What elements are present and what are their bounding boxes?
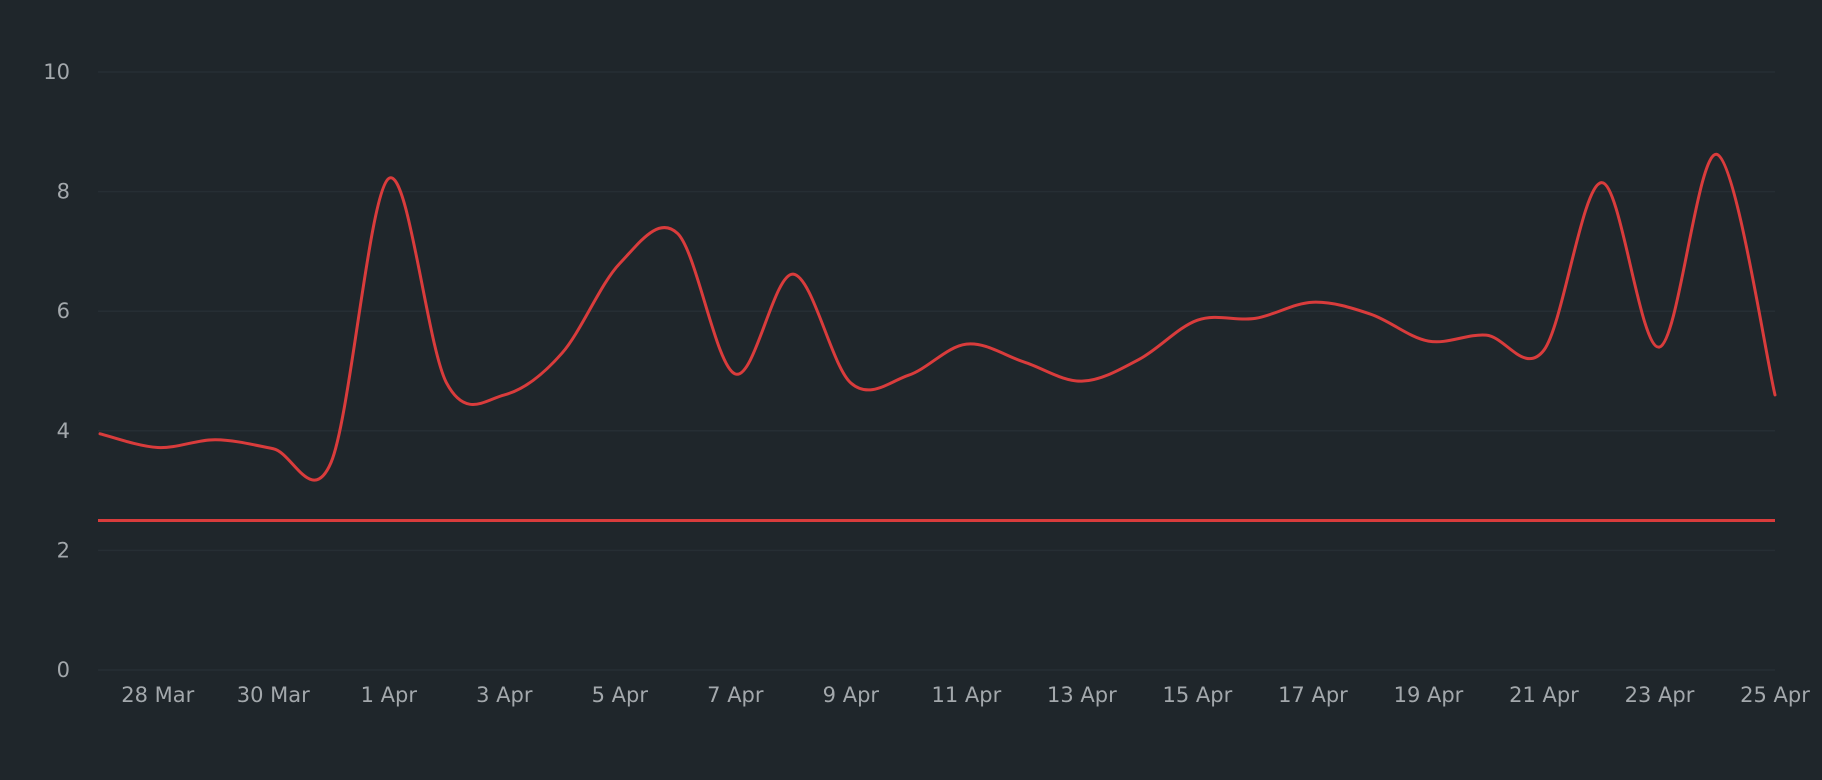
y-axis: 0 2 4 6 8 10: [43, 60, 70, 682]
y-tick-label: 6: [57, 299, 70, 323]
series-line: [98, 153, 1777, 482]
x-axis: 28 Mar 30 Mar 1 Apr 3 Apr 5 Apr 7 Apr 9 Apr 11 …: [121, 683, 1810, 707]
x-tick-label: 23 Apr: [1625, 683, 1695, 707]
y-tick-label: 0: [57, 658, 70, 682]
x-tick-label: 1 Apr: [361, 683, 418, 707]
x-tick-label: 21 Apr: [1509, 683, 1579, 707]
x-tick-label: 19 Apr: [1394, 683, 1464, 707]
x-tick-label: 3 Apr: [476, 683, 533, 707]
grid-layer: [98, 71, 1775, 671]
y-tick-label: 10: [43, 60, 70, 84]
x-tick-label: 30 Mar: [237, 683, 310, 707]
x-tick-label: 13 Apr: [1047, 683, 1117, 707]
x-tick-label: 9 Apr: [823, 683, 880, 707]
x-tick-label: 25 Apr: [1740, 683, 1810, 707]
x-tick-label: 11 Apr: [932, 683, 1002, 707]
y-tick-label: 8: [57, 180, 70, 204]
x-tick-label: 7 Apr: [707, 683, 764, 707]
x-tick-label: 15 Apr: [1163, 683, 1233, 707]
x-tick-label: 5 Apr: [592, 683, 649, 707]
series-layer: [98, 153, 1777, 482]
x-tick-label: 17 Apr: [1278, 683, 1348, 707]
y-tick-label: 2: [57, 538, 70, 562]
y-tick-label: 4: [57, 419, 70, 443]
x-tick-label: 28 Mar: [121, 683, 194, 707]
